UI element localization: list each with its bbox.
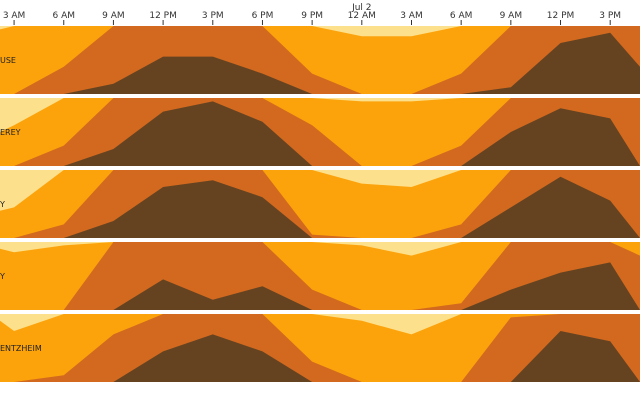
horizon-row: EREY [0, 98, 640, 166]
horizon-row: USE [0, 26, 640, 94]
row-label: USE [0, 56, 16, 65]
tick-label: 12 AM [348, 11, 376, 21]
tick-label: 3 AM [400, 11, 423, 21]
row-label: EREY [0, 128, 21, 137]
tick-label: 9 AM [500, 11, 523, 21]
tick-label: 9 AM [102, 11, 125, 21]
tick-label: 9 PM [301, 11, 323, 21]
tick-label: 6 AM [52, 11, 75, 21]
row-label: ENTZHEIM [0, 344, 42, 353]
band-area-3 [0, 32, 640, 94]
tick-label: 6 PM [252, 11, 274, 21]
tick-label: 3 PM [599, 11, 621, 21]
band-area-3 [0, 262, 640, 310]
row-label: Y [0, 272, 5, 281]
band-area-3 [0, 101, 640, 166]
horizon-row: Y [0, 242, 640, 310]
row-label: Y [0, 200, 5, 209]
horizon-row: ENTZHEIM [0, 314, 640, 382]
tick-label: 12 PM [547, 11, 575, 21]
band-area-3 [0, 176, 640, 238]
tick-label: 3 PM [202, 11, 224, 21]
tick-label: 6 AM [450, 11, 473, 21]
tick-label: 3 AM [3, 11, 26, 21]
horizon-row: Y [0, 170, 640, 238]
tick-label: 12 PM [149, 11, 177, 21]
tick-sublabel: Jul 2 [351, 3, 371, 13]
band-area-3 [0, 331, 640, 382]
